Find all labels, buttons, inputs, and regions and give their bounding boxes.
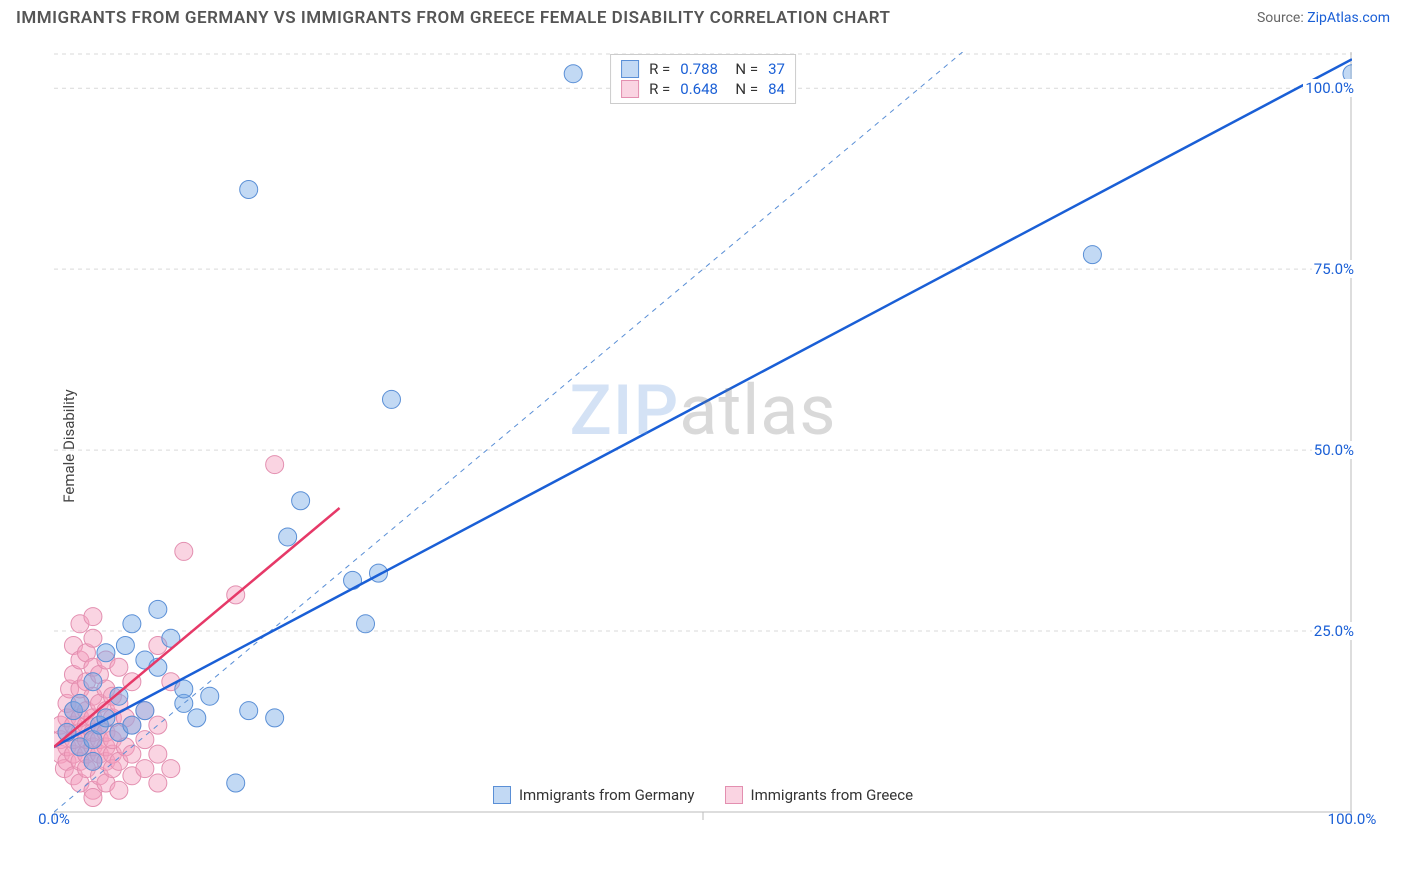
legend-series-label: Immigrants from Greece — [751, 786, 914, 804]
y-tick-label: 75.0% — [1312, 260, 1356, 278]
n-label: N = — [728, 80, 758, 98]
x-tick-label: 100.0% — [1328, 810, 1377, 828]
legend-series-item: Immigrants from Germany — [493, 786, 695, 804]
scatter-plot-svg — [54, 52, 1352, 832]
y-tick-label: 25.0% — [1312, 622, 1356, 640]
n-value: 84 — [768, 80, 785, 98]
n-label: N = — [728, 60, 758, 78]
source-link[interactable]: ZipAtlas.com — [1307, 10, 1390, 26]
legend-swatch — [493, 786, 511, 804]
r-value: 0.788 — [680, 60, 718, 78]
series-legend: Immigrants from Germany Immigrants from G… — [54, 786, 1352, 804]
source-label: Source: — [1257, 10, 1304, 26]
legend-series-label: Immigrants from Germany — [519, 786, 695, 804]
source-credit: Source: ZipAtlas.com — [1257, 10, 1390, 26]
y-tick-label: 50.0% — [1312, 441, 1356, 459]
legend-swatch — [621, 60, 639, 78]
n-value: 37 — [768, 60, 785, 78]
r-label: R = — [649, 80, 670, 98]
correlation-legend: R = 0.788 N = 37R = 0.648 N = 84 — [610, 54, 796, 104]
legend-stat-row: R = 0.788 N = 37 — [621, 59, 785, 79]
chart-title: IMMIGRANTS FROM GERMANY VS IMMIGRANTS FR… — [16, 8, 890, 28]
x-tick-label: 0.0% — [38, 810, 70, 828]
legend-series-item: Immigrants from Greece — [725, 786, 914, 804]
r-label: R = — [649, 60, 670, 78]
y-tick-label: 100.0% — [1303, 79, 1356, 97]
title-bar: IMMIGRANTS FROM GERMANY VS IMMIGRANTS FR… — [0, 0, 1406, 28]
legend-swatch — [725, 786, 743, 804]
legend-swatch — [621, 80, 639, 98]
legend-stat-row: R = 0.648 N = 84 — [621, 79, 785, 99]
series-immigrants-from-germany — [58, 65, 1352, 792]
chart-area: ZIPatlas R = 0.788 N = 37R = 0.648 N = 8… — [54, 52, 1352, 832]
r-value: 0.648 — [680, 80, 718, 98]
